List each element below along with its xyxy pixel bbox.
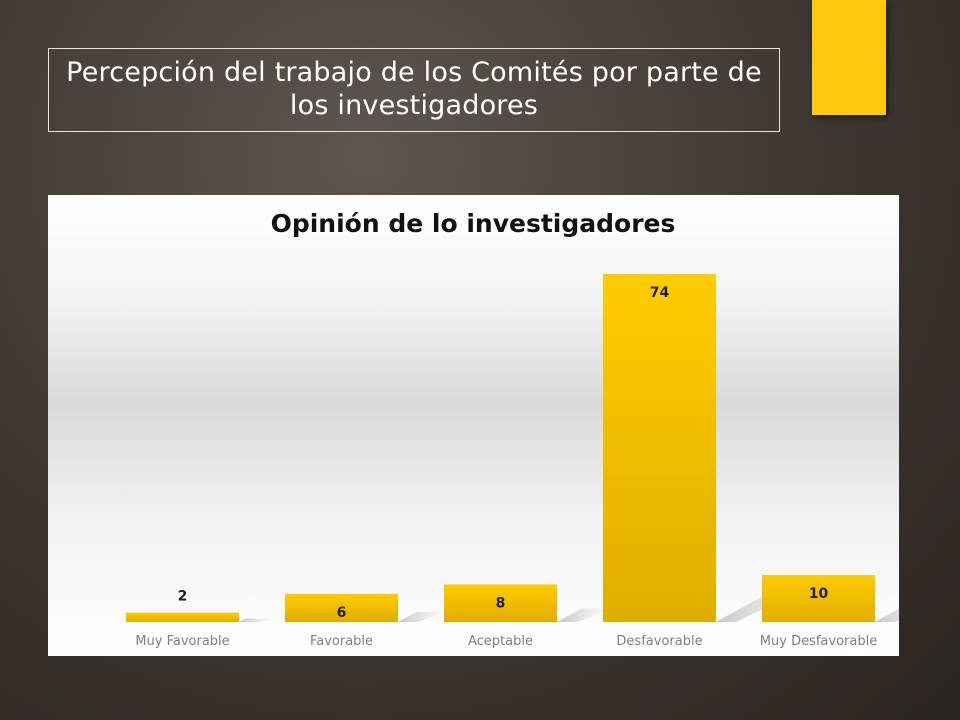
slide-title-box: Percepción del trabajo de los Comités po… bbox=[48, 48, 780, 132]
chart-title: Opinión de lo investigadores bbox=[271, 209, 676, 238]
bar-shadow-muy-desfavorable bbox=[875, 608, 899, 622]
value-label-muy-desfavorable: 10 bbox=[809, 586, 829, 602]
category-label-muy-desfavorable: Muy Desfavorable bbox=[760, 634, 877, 649]
bar-shadow-favorable bbox=[398, 611, 447, 622]
category-label-desfavorable: Desfavorable bbox=[616, 634, 702, 649]
category-label-muy-favorable: Muy Favorable bbox=[135, 634, 229, 649]
bar-chart: Opinión de lo investigadores 2 Muy Favora… bbox=[126, 209, 899, 649]
value-label-desfavorable: 74 bbox=[650, 285, 670, 301]
bar-favorable bbox=[285, 593, 398, 622]
bars-group: 2 Muy Favorable 6 Favorable 8 Aceptable 74 Desf… bbox=[126, 274, 877, 649]
value-label-muy-favorable: 2 bbox=[178, 589, 188, 605]
value-label-favorable: 6 bbox=[337, 605, 347, 621]
bar-muy-desfavorable bbox=[762, 574, 875, 622]
category-label-aceptable: Aceptable bbox=[468, 634, 533, 649]
bar-desfavorable bbox=[603, 274, 716, 622]
bar-shadow-aceptable bbox=[557, 608, 612, 622]
accent-bar bbox=[812, 0, 886, 115]
slide-title: Percepción del trabajo de los Comités po… bbox=[66, 57, 762, 121]
category-label-favorable: Favorable bbox=[310, 634, 373, 649]
value-label-aceptable: 8 bbox=[496, 595, 506, 611]
bar-muy-favorable bbox=[126, 612, 239, 622]
bar-shadow-muy-favorable bbox=[239, 618, 276, 622]
bar-aceptable bbox=[444, 584, 557, 622]
chart-panel: Opinión de lo investigadores 2 Muy Favora… bbox=[48, 195, 899, 656]
